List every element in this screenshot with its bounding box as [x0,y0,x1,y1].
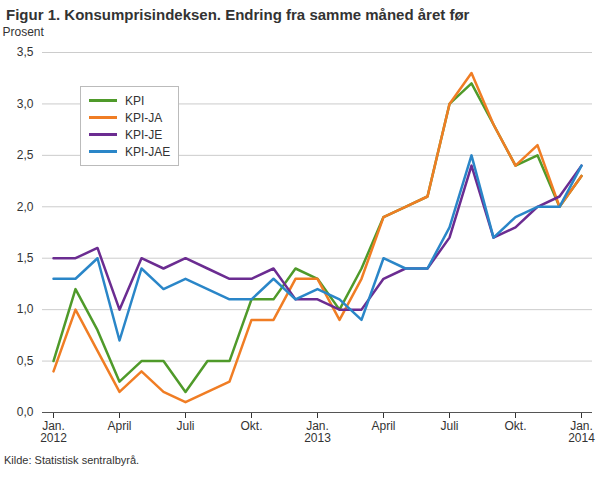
html-text:KPI-JA: KPI-JA [125,110,163,125]
svg-text:3,5: 3,5 [17,45,34,59]
svg-text:2,5: 2,5 [17,148,34,162]
svg-text:1,0: 1,0 [17,302,34,316]
html-text:Figur 1. Konsumprisindeksen. E: Figur 1. Konsumprisindeksen. Endring fra… [6,6,470,23]
svg-text:3,0: 3,0 [17,97,34,111]
svg-text:Juli: Juli [176,419,194,433]
svg-text:1,5: 1,5 [17,251,34,265]
svg-text:Jan.2012: Jan.2012 [40,419,67,445]
svg-text:April: April [107,419,131,433]
svg-text:2,0: 2,0 [17,200,34,214]
svg-text:April: April [371,419,395,433]
html-text:KPI-JE: KPI-JE [125,127,163,142]
svg-text:0,5: 0,5 [17,354,34,368]
svg-text:Okt.: Okt. [240,419,262,433]
html-text:Kilde: Statistisk sentralbyrå.: Kilde: Statistisk sentralbyrå. [4,454,140,466]
svg-text:Jan.2013: Jan.2013 [304,419,331,445]
html-text:KPI: KPI [125,93,145,108]
svg-text:Juli: Juli [440,419,458,433]
svg-text:0,0: 0,0 [17,405,34,419]
svg-text:Jan.2014: Jan.2014 [568,419,595,445]
html-text:KPI-JAE: KPI-JAE [125,144,171,159]
svg-text:Prosent: Prosent [3,25,45,39]
svg-text:Okt.: Okt. [504,419,526,433]
